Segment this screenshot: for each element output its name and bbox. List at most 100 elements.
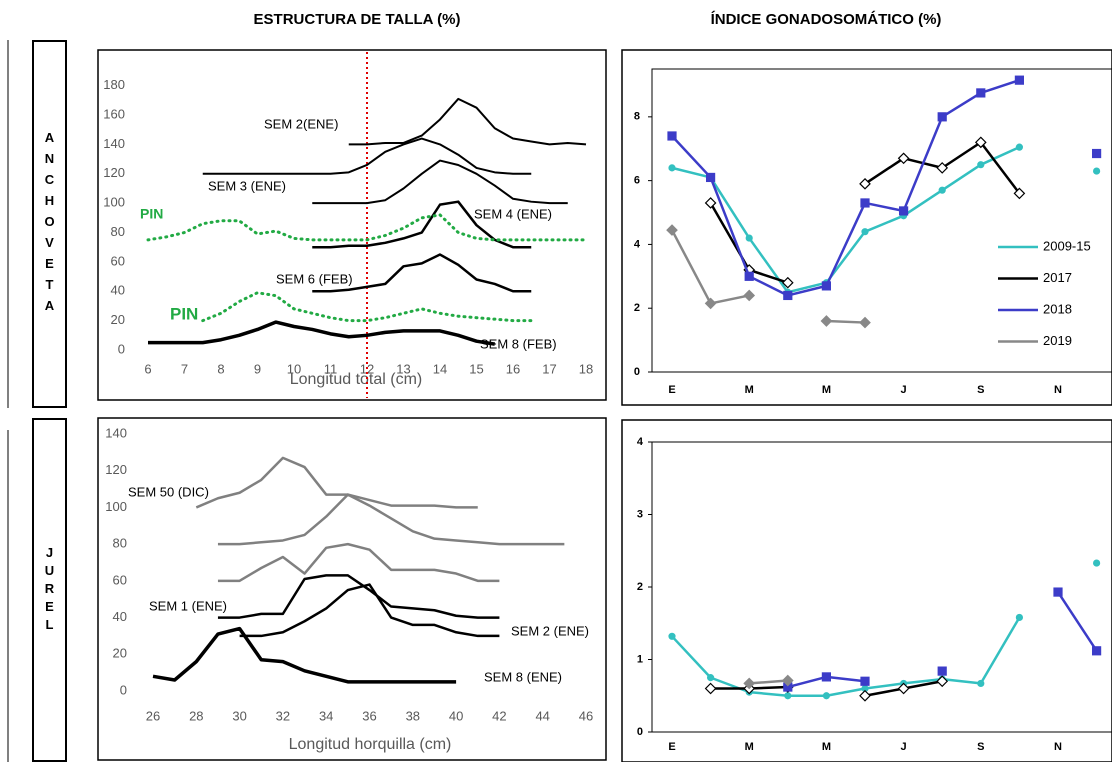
marker	[821, 672, 832, 682]
y-tick-label: 2	[634, 302, 640, 314]
legend-label: 2009-15	[1043, 238, 1091, 253]
x-tick-label: 40	[449, 708, 463, 723]
marker	[937, 666, 947, 676]
x-tick-label: 34	[319, 708, 333, 723]
series-line	[749, 679, 788, 685]
x-tick-label: N	[1054, 741, 1062, 753]
marker	[976, 88, 986, 98]
marker	[860, 676, 870, 686]
series-label: SEM 6 (FEB)	[276, 271, 353, 286]
series-line	[217, 542, 500, 583]
y-tick-label: 60	[111, 253, 125, 268]
x-tick-label: 6	[144, 361, 151, 376]
series-label: SEM 8 (ENE)	[484, 669, 562, 684]
y-tick-label: 20	[111, 312, 125, 327]
series-line	[312, 159, 568, 205]
marker	[668, 164, 676, 172]
series-line	[709, 141, 1021, 284]
x-tick-label: J	[901, 384, 907, 396]
y-tick-label: 60	[113, 572, 127, 587]
legend-label: 2017	[1043, 270, 1072, 285]
x-tick-label: 30	[232, 708, 246, 723]
marker	[781, 276, 794, 289]
marker	[781, 674, 794, 687]
y-tick-label: 80	[113, 536, 127, 551]
legend-label: 2019	[1043, 333, 1072, 348]
series-label: SEM 50 (DIC)	[128, 484, 209, 499]
x-tick-label: 15	[469, 361, 483, 376]
x-tick-label: E	[668, 384, 675, 396]
marker	[859, 689, 871, 702]
y-tick-label: 4	[637, 436, 644, 448]
plot-area	[651, 68, 1112, 373]
x-axis-label: Longitud total (cm)	[290, 371, 423, 388]
y-tick-label: 8	[634, 111, 640, 123]
marker	[704, 682, 717, 695]
x-tick-label: 10	[287, 361, 301, 376]
marker	[898, 206, 909, 216]
marker	[860, 198, 870, 208]
marker	[820, 315, 833, 327]
x-tick-label: 13	[396, 361, 410, 376]
series-line	[348, 97, 587, 146]
marker	[977, 161, 985, 169]
x-tick-label: S	[977, 741, 984, 753]
y-tick-label: 3	[637, 508, 643, 520]
marker	[977, 679, 985, 688]
series-line	[672, 563, 1097, 696]
x-tick-label: M	[822, 741, 831, 753]
series-line	[312, 253, 532, 293]
series-label: SEM 4 (ENE)	[474, 206, 552, 221]
x-tick-label: 7	[181, 361, 188, 376]
marker	[1092, 559, 1101, 567]
y-tick-label: 100	[105, 499, 127, 514]
series-label: SEM 1 (ENE)	[149, 598, 227, 613]
y-tick-label: 120	[103, 165, 125, 180]
x-tick-label: 16	[506, 361, 520, 376]
y-tick-label: 180	[103, 77, 125, 92]
marker	[743, 677, 756, 690]
y-tick-label: 40	[111, 283, 125, 298]
series-line	[146, 213, 588, 242]
chart-frame	[621, 419, 1112, 762]
marker	[1053, 587, 1063, 597]
marker	[704, 197, 717, 209]
y-tick-label: 6	[634, 175, 640, 187]
marker	[938, 186, 946, 194]
series-label: SEM 3 (ENE)	[208, 178, 286, 193]
row-label: ANCHOVETA	[42, 129, 57, 319]
column-header: ÍNDICE GONADOSOMÁTICO (%)	[711, 11, 942, 28]
x-tick-label: 28	[189, 708, 203, 723]
x-tick-label: 38	[406, 708, 420, 723]
row-label-box: JUREL	[32, 418, 67, 762]
series-line	[312, 200, 532, 249]
series-line	[148, 320, 496, 346]
x-tick-label: 36	[362, 708, 376, 723]
marker	[821, 281, 832, 291]
marker	[1091, 646, 1102, 656]
x-tick-label: S	[977, 384, 984, 396]
series-label: PIN	[170, 304, 198, 323]
y-tick-label: 2	[637, 581, 643, 593]
marker	[936, 675, 949, 688]
y-tick-label: 80	[111, 224, 125, 239]
marker	[861, 228, 869, 236]
chart-frame	[97, 417, 607, 761]
marker	[897, 152, 910, 165]
series-label: SEM 2(ENE)	[264, 116, 338, 131]
marker	[1013, 187, 1026, 200]
x-tick-label: 44	[535, 708, 549, 723]
x-tick-label: 46	[579, 708, 593, 723]
x-tick-label: J	[901, 741, 907, 753]
marker	[668, 632, 676, 640]
marker	[936, 162, 949, 174]
marker	[783, 290, 793, 301]
marker	[1092, 167, 1101, 175]
marker	[784, 692, 792, 700]
legend-label: 2018	[1043, 301, 1072, 316]
x-tick-label: E	[668, 741, 675, 753]
x-tick-label: N	[1054, 384, 1062, 396]
marker	[822, 692, 831, 700]
marker	[704, 297, 717, 310]
